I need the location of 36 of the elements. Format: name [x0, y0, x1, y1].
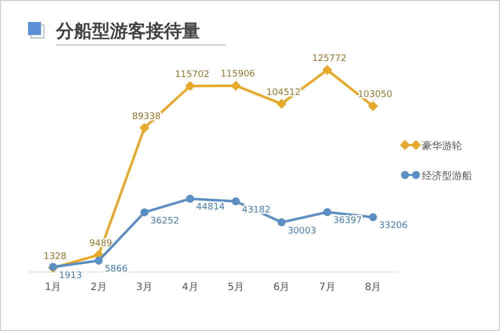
x-tick-label: 3月 [136, 282, 153, 293]
point [369, 213, 377, 222]
x-tick-label: 1月 [44, 282, 62, 293]
point [232, 197, 240, 206]
point [368, 101, 378, 112]
point [139, 122, 150, 133]
x-tick-label: 6月 [273, 282, 290, 293]
point [185, 81, 196, 92]
x-tick-label: 8月 [364, 282, 382, 293]
chart-title: 分船型游客接待量 [55, 21, 200, 42]
point [276, 98, 287, 109]
data-label: 36397 [333, 216, 362, 226]
data-label: 30003 [288, 226, 316, 236]
data-label: 1328 [44, 252, 67, 262]
data-label: 125772 [312, 54, 346, 64]
data-label: 103050 [358, 90, 392, 100]
legend-label: 豪华游轮 [422, 140, 462, 152]
data-label: 44814 [196, 202, 226, 213]
point [278, 218, 286, 226]
point [94, 256, 103, 265]
point [322, 65, 332, 75]
x-tick-label: 7月 [319, 282, 336, 293]
legend-label: 经济型游船 [422, 170, 472, 182]
data-label: 5866 [104, 264, 128, 275]
data-label: 115906 [220, 70, 256, 80]
data-label: 1913 [59, 270, 82, 281]
point [186, 194, 194, 203]
x-tick-label: 2月 [90, 282, 107, 293]
x-tick-label: 4月 [182, 282, 198, 293]
point [140, 208, 148, 216]
data-label: 33206 [379, 221, 408, 232]
point [323, 208, 332, 216]
x-tick-label: 5月 [228, 282, 244, 293]
point [230, 80, 241, 91]
data-label: 36252 [150, 216, 180, 226]
data-label: 115702 [174, 70, 210, 80]
